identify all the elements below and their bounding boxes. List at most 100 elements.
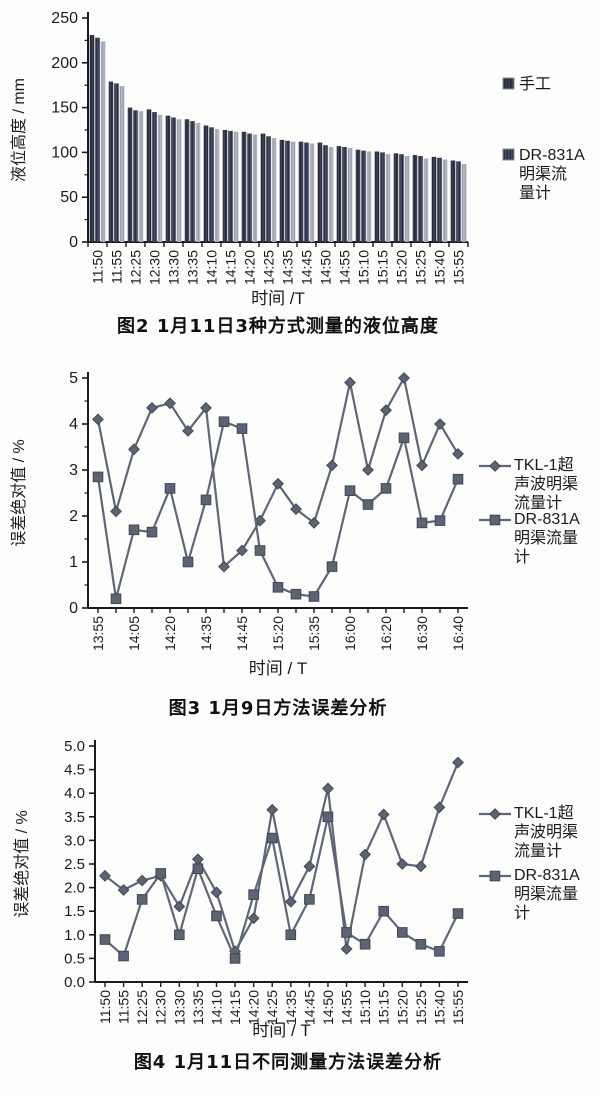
svg-text:14:10: 14:10 (204, 250, 220, 285)
svg-text:15:55: 15:55 (451, 250, 467, 285)
svg-text:TKL-1超: TKL-1超 (514, 456, 574, 474)
svg-text:13:35: 13:35 (185, 250, 201, 285)
y-axis-ticks: 0 50 100 150 200 250 (51, 10, 88, 251)
bar-series-0 (89, 35, 456, 242)
svg-text:13:35: 13:35 (190, 990, 206, 1025)
svg-text:0.5: 0.5 (64, 950, 85, 967)
svg-text:15:10: 15:10 (357, 990, 373, 1025)
svg-text:14:45: 14:45 (234, 616, 250, 651)
svg-text:流量计: 流量计 (514, 494, 562, 512)
svg-text:DR-831A: DR-831A (514, 511, 580, 528)
svg-text:3.5: 3.5 (64, 809, 85, 826)
svg-text:4.5: 4.5 (64, 762, 85, 779)
figure2-liquid-level-bar-chart: 0 50 100 150 200 250 液位高度 / mm 时间 /T 11:50 11:55 1… (0, 6, 600, 317)
svg-text:12:30: 12:30 (147, 250, 163, 285)
axes (87, 12, 468, 243)
y-axis-title: 液位高度 / mm (10, 78, 28, 182)
svg-text:15:55: 15:55 (450, 990, 466, 1025)
x-axis-ticks: 13:55 14:05 14:20 14:35 14:45 15:20 15:35 16:00… (90, 608, 466, 651)
svg-text:2: 2 (69, 508, 78, 525)
svg-text:量计: 量计 (519, 184, 551, 202)
svg-text:4: 4 (69, 416, 78, 433)
svg-text:16:20: 16:20 (378, 616, 394, 651)
svg-text:1.5: 1.5 (64, 903, 85, 920)
svg-text:计: 计 (514, 904, 530, 922)
svg-text:14:10: 14:10 (208, 990, 224, 1025)
svg-text:2.5: 2.5 (64, 856, 85, 873)
svg-text:DR-831A: DR-831A (519, 147, 585, 164)
svg-text:15:20: 15:20 (394, 250, 410, 285)
x-axis-title: 时间 / T (252, 1021, 311, 1040)
figure2-caption: 图2 1月11日3种方式测量的液位高度 (117, 316, 439, 337)
svg-text:15:35: 15:35 (306, 616, 322, 651)
figure4-error-line-chart: 0.0 0.5 1.0 1.5 2.0 2.5 3.0 3.5 4.0 4.5 5.0 误差绝对值 /… (0, 732, 600, 1049)
svg-text:13:30: 13:30 (166, 250, 182, 285)
y-axis-title: 误差绝对值 / % (10, 439, 28, 547)
svg-text:1: 1 (69, 554, 78, 571)
x-axis-title: 时间 /T (251, 289, 305, 308)
fig3-plot: 0 1 2 3 4 5 误差绝对值 / % 时间 / T 13:55 14:05 14:20 14:3… (10, 370, 580, 678)
svg-text:15:20: 15:20 (394, 990, 410, 1025)
svg-text:14:20: 14:20 (162, 616, 178, 651)
svg-text:11:50: 11:50 (90, 250, 106, 284)
svg-text:计: 计 (514, 548, 530, 566)
svg-text:15:25: 15:25 (413, 250, 429, 285)
svg-text:14:55: 14:55 (337, 250, 353, 285)
figure3-error-line-chart: 0 1 2 3 4 5 误差绝对值 / % 时间 / T 13:55 14:05 14:20 14:3… (0, 362, 600, 693)
svg-text:2.0: 2.0 (64, 880, 85, 897)
svg-text:14:35: 14:35 (283, 990, 299, 1025)
svg-text:15:10: 15:10 (356, 250, 372, 285)
x-axis-ticks: 11:50 11:55 12:25 12:30 13:30 13:35 14:10 14:15… (87, 242, 469, 285)
svg-text:250: 250 (51, 10, 78, 27)
svg-text:50: 50 (60, 189, 78, 206)
svg-text:15:15: 15:15 (375, 250, 391, 285)
svg-text:5: 5 (69, 370, 78, 387)
svg-text:4.0: 4.0 (64, 785, 85, 802)
line-series-0 (92, 372, 464, 573)
svg-text:14:05: 14:05 (126, 616, 142, 651)
svg-text:3: 3 (69, 462, 78, 479)
svg-text:15:25: 15:25 (413, 990, 429, 1025)
svg-text:TKL-1超: TKL-1超 (514, 804, 574, 822)
svg-text:12:30: 12:30 (153, 990, 169, 1025)
svg-text:5.0: 5.0 (64, 738, 85, 755)
svg-text:13:30: 13:30 (171, 990, 187, 1025)
figure4-line-chart-svg: 0.0 0.5 1.0 1.5 2.0 2.5 3.0 3.5 4.0 4.5 5.0 误差绝对值 /… (13, 738, 580, 1040)
svg-text:100: 100 (51, 144, 78, 161)
svg-text:明渠流量: 明渠流量 (514, 529, 578, 547)
svg-text:15:40: 15:40 (432, 250, 448, 285)
svg-text:13:55: 13:55 (90, 616, 106, 651)
legend-swatch-1 (502, 148, 515, 161)
svg-text:0: 0 (69, 234, 78, 251)
svg-text:14:35: 14:35 (198, 616, 214, 651)
line-series-1 (92, 416, 464, 605)
figure3-line-chart-svg: 0 1 2 3 4 5 误差绝对值 / % 时间 / T 13:55 14:05 14:20 14:3… (10, 370, 580, 678)
svg-text:0: 0 (69, 600, 78, 617)
line-series-1 (99, 811, 464, 964)
svg-text:14:35: 14:35 (280, 250, 296, 285)
svg-text:200: 200 (51, 55, 78, 72)
bar-series-2 (100, 41, 467, 243)
svg-text:15:15: 15:15 (376, 990, 392, 1025)
svg-text:14:50: 14:50 (320, 990, 336, 1025)
x-axis-title: 时间 / T (249, 659, 308, 678)
svg-text:明渠流: 明渠流 (519, 165, 567, 183)
svg-text:3.0: 3.0 (64, 832, 85, 849)
svg-text:16:00: 16:00 (342, 616, 358, 651)
svg-text:14:15: 14:15 (223, 250, 239, 285)
svg-text:15:20: 15:20 (270, 616, 286, 651)
svg-text:16:40: 16:40 (450, 616, 466, 651)
svg-text:16:30: 16:30 (414, 616, 430, 651)
svg-text:声波明渠: 声波明渠 (514, 823, 578, 841)
svg-text:14:20: 14:20 (242, 250, 258, 285)
svg-text:0.0: 0.0 (64, 974, 85, 991)
legend-swatch-0 (502, 77, 515, 90)
svg-text:11:55: 11:55 (109, 250, 125, 284)
figure4-caption: 图4 1月11日不同测量方法误差分析 (133, 1052, 443, 1073)
